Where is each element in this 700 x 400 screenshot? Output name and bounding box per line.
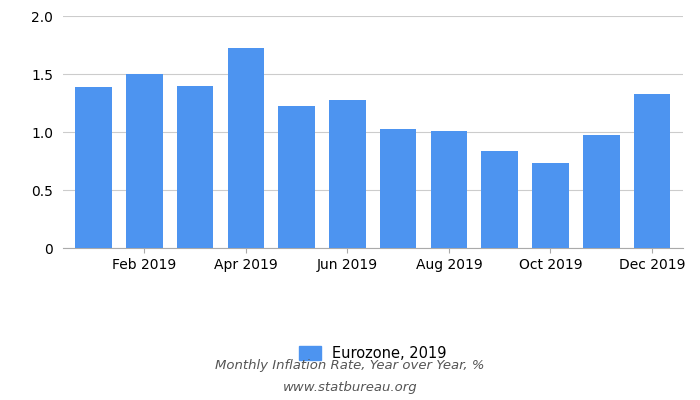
Bar: [583, 136, 620, 248]
Bar: [380, 128, 416, 248]
Bar: [430, 131, 467, 248]
Bar: [176, 86, 214, 248]
Bar: [482, 150, 518, 248]
Bar: [279, 106, 315, 248]
Bar: [329, 100, 365, 248]
Bar: [532, 163, 569, 248]
Bar: [126, 74, 162, 248]
Bar: [75, 87, 112, 248]
Bar: [228, 48, 264, 248]
Text: www.statbureau.org: www.statbureau.org: [283, 382, 417, 394]
Bar: [634, 94, 671, 248]
Legend: Eurozone, 2019: Eurozone, 2019: [299, 346, 447, 361]
Text: Monthly Inflation Rate, Year over Year, %: Monthly Inflation Rate, Year over Year, …: [216, 360, 484, 372]
